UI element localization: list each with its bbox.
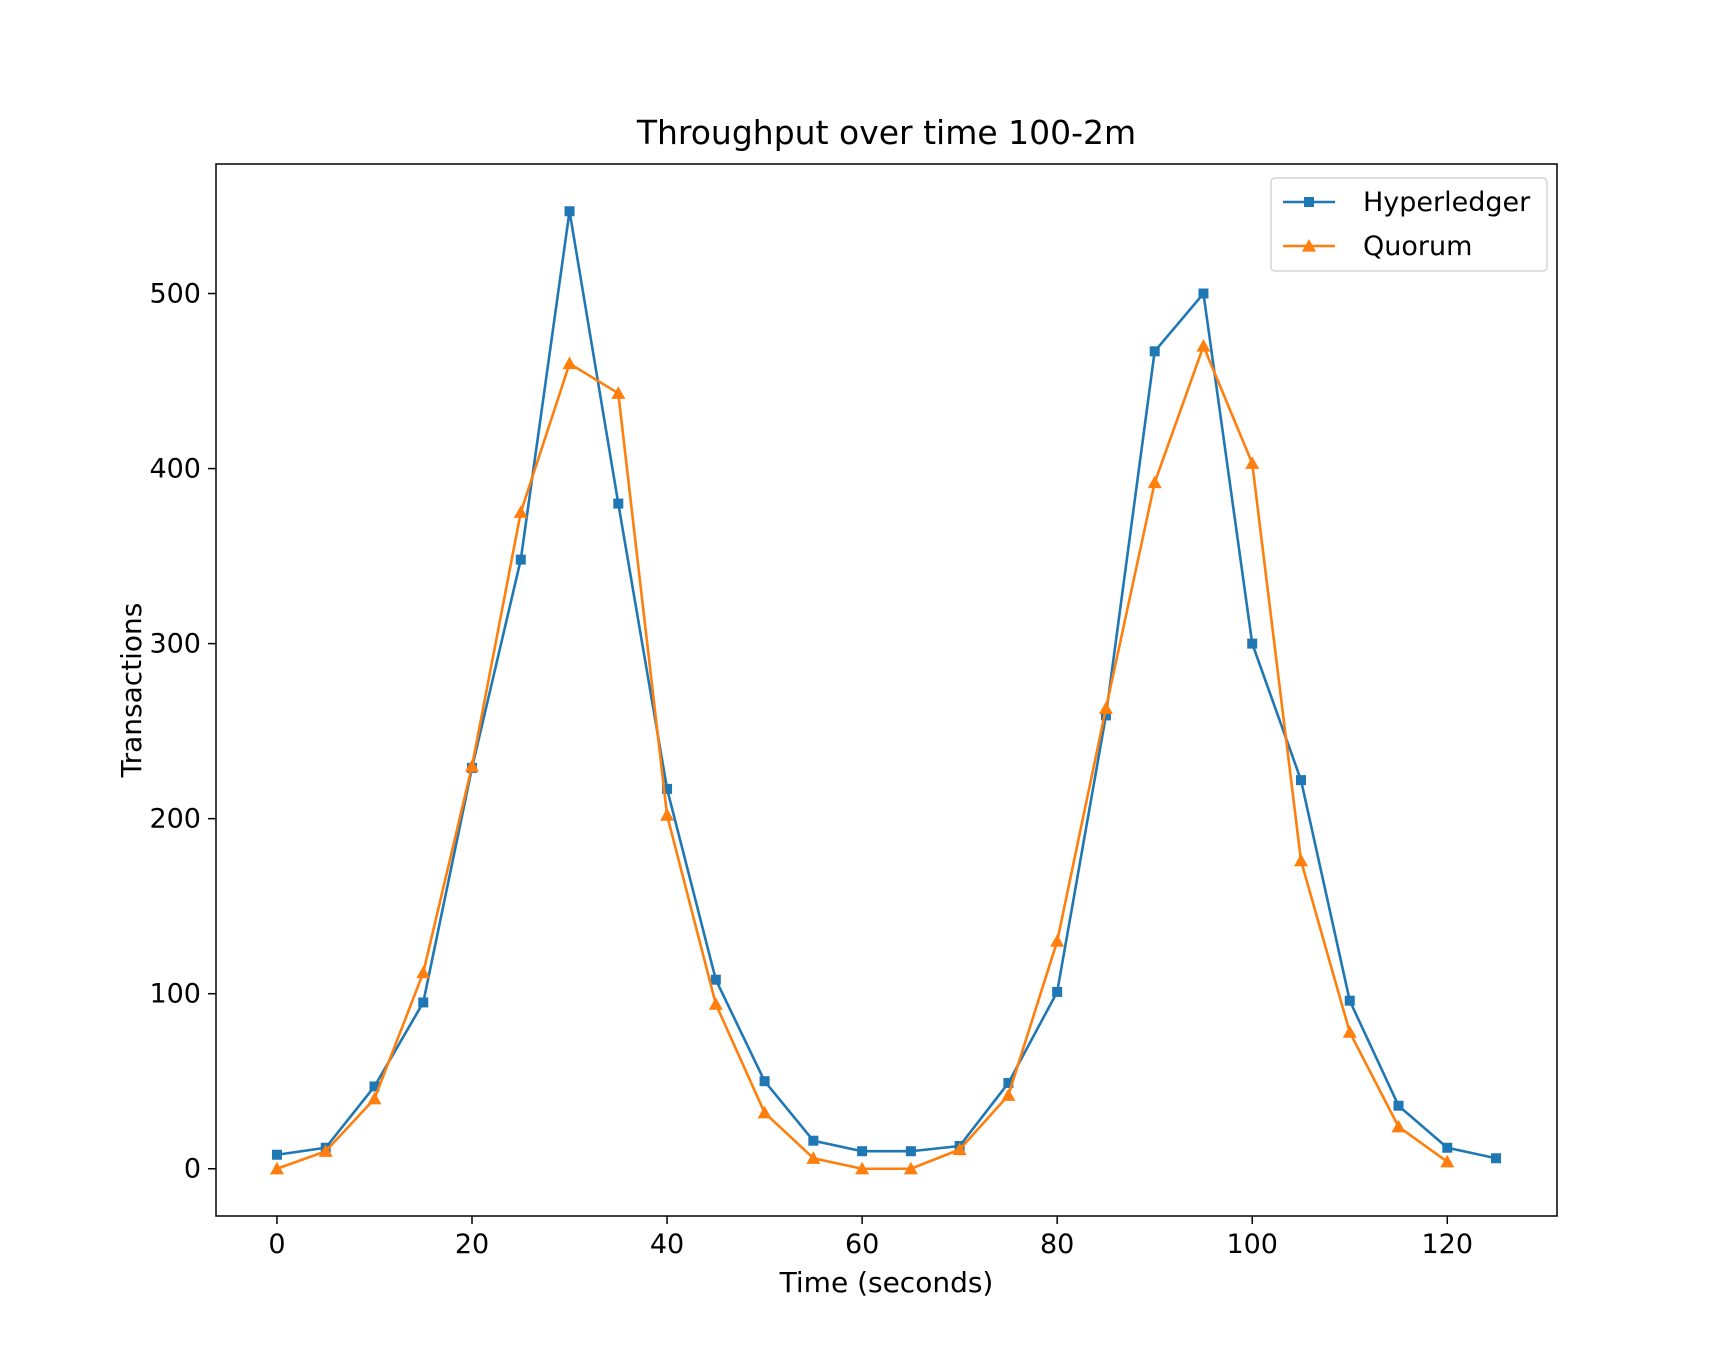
data-point-hyperledger <box>564 206 575 217</box>
data-point-quorum <box>513 505 528 518</box>
x-tick-label: 20 <box>455 1229 489 1260</box>
data-point-quorum <box>1147 475 1162 489</box>
data-point-hyperledger <box>1442 1142 1453 1153</box>
data-point-hyperledger <box>1149 346 1160 357</box>
legend-entry-hyperledger: Hyperledger <box>1283 187 1531 218</box>
data-point-quorum <box>757 1105 772 1119</box>
x-tick-label: 100 <box>1226 1229 1278 1260</box>
y-tick-label: 200 <box>149 804 201 835</box>
data-point-hyperledger <box>369 1081 380 1092</box>
data-point-quorum <box>1440 1154 1455 1168</box>
data-point-quorum <box>269 1161 284 1175</box>
y-axis-label: Transactions <box>115 603 148 779</box>
y-tick-label: 0 <box>184 1154 201 1185</box>
y-tick-label: 500 <box>149 279 201 310</box>
data-point-quorum <box>952 1142 967 1156</box>
data-point-hyperledger <box>1491 1153 1502 1164</box>
data-point-hyperledger <box>759 1076 770 1087</box>
data-point-quorum <box>1245 456 1260 469</box>
y-tick-label: 100 <box>149 979 201 1010</box>
data-point-quorum <box>1196 339 1211 352</box>
x-tick-label: 80 <box>1040 1229 1074 1260</box>
ticks-layer: 0 20 40 60 80 100 120 0 100 200 300 400 500 <box>149 279 1473 1260</box>
data-point-hyperledger <box>905 1146 916 1157</box>
series-line-hyperledger <box>276 209 1497 1160</box>
x-tick-label: 120 <box>1422 1229 1474 1260</box>
data-point-hyperledger <box>1100 710 1111 721</box>
series-quorum <box>269 339 1455 1175</box>
data-point-quorum <box>708 997 723 1010</box>
data-point-hyperledger <box>710 974 721 985</box>
data-point-quorum <box>1001 1088 1016 1101</box>
legend-label-quorum: Quorum <box>1363 231 1472 262</box>
data-point-quorum <box>1342 1025 1357 1038</box>
data-point-hyperledger <box>1295 775 1306 786</box>
legend-marker-quorum <box>1302 239 1316 252</box>
data-point-hyperledger <box>1198 288 1209 299</box>
x-tick-label: 0 <box>268 1229 285 1260</box>
plot-area-frame <box>215 163 1558 1217</box>
y-tick-label: 300 <box>149 629 201 660</box>
data-point-quorum <box>1050 934 1065 947</box>
legend-marker-hyperledger <box>1304 197 1314 207</box>
data-point-hyperledger <box>613 498 624 509</box>
legend-box <box>1270 177 1548 272</box>
data-point-hyperledger <box>1052 986 1063 997</box>
data-point-quorum <box>318 1144 333 1157</box>
data-point-quorum <box>660 808 675 821</box>
data-point-hyperledger <box>1003 1077 1014 1088</box>
data-point-quorum <box>611 386 626 399</box>
data-point-hyperledger <box>808 1135 819 1146</box>
chart-title: Throughput over time 100-2m <box>636 113 1136 152</box>
data-point-quorum <box>562 356 577 370</box>
legend: Hyperledger Quorum <box>1270 177 1548 272</box>
data-point-hyperledger <box>1393 1100 1404 1111</box>
data-point-hyperledger <box>662 783 673 794</box>
data-point-quorum <box>855 1161 870 1175</box>
x-tick-label: 40 <box>650 1229 684 1260</box>
data-point-quorum <box>1293 853 1308 867</box>
data-point-hyperledger <box>1247 638 1258 649</box>
data-point-hyperledger <box>515 554 526 565</box>
data-point-quorum <box>1391 1119 1406 1133</box>
legend-entry-quorum: Quorum <box>1283 231 1472 262</box>
series-layer <box>269 206 1502 1175</box>
data-point-hyperledger <box>1344 995 1355 1006</box>
data-point-hyperledger <box>857 1146 868 1157</box>
x-axis-label: Time (seconds) <box>779 1266 994 1299</box>
data-point-hyperledger <box>418 997 429 1008</box>
data-point-quorum <box>465 759 480 772</box>
data-point-quorum <box>806 1151 821 1164</box>
x-tick-label: 60 <box>845 1229 879 1260</box>
data-point-hyperledger <box>271 1149 282 1160</box>
legend-label-hyperledger: Hyperledger <box>1363 187 1531 218</box>
data-point-quorum <box>1098 701 1113 714</box>
data-point-quorum <box>903 1161 918 1175</box>
data-point-quorum <box>416 965 431 979</box>
data-point-quorum <box>367 1091 382 1105</box>
y-tick-label: 400 <box>149 454 201 485</box>
